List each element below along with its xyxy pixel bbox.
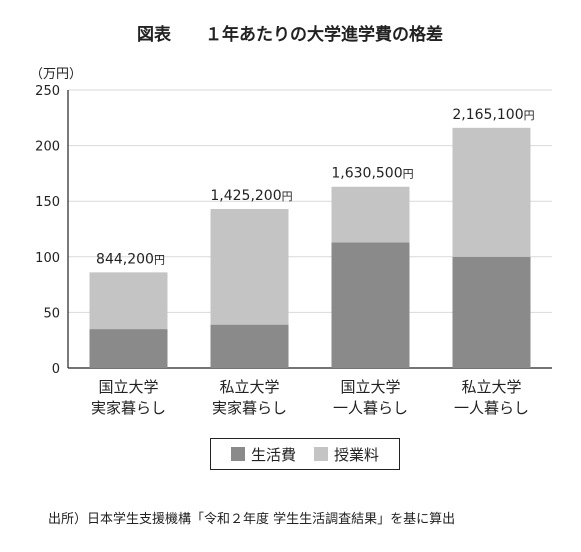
bar-segment-living — [331, 242, 410, 368]
total-label: 2,165,100円 — [452, 107, 534, 123]
bar-segment-tuition — [89, 272, 168, 330]
legend: 生活費 授業料 — [210, 438, 400, 470]
y-tick-label: 250 — [35, 84, 60, 99]
y-tick-label: 150 — [35, 195, 60, 210]
category-label: 国立大学 — [340, 378, 400, 396]
y-tick-label: 0 — [52, 362, 60, 377]
category-label: 私立大学 — [461, 378, 521, 396]
legend-label-living: 生活費 — [250, 445, 296, 464]
bar-segment-living — [452, 256, 531, 368]
source-note: 出所）日本学生支援機構「令和２年度 学生生活調査結果」を基に算出 — [48, 512, 456, 527]
legend-label-tuition: 授業料 — [334, 445, 380, 464]
category-label: 実家暮らし — [91, 399, 166, 417]
bar-segment-living — [89, 329, 168, 368]
y-unit-label: （万円） — [30, 67, 82, 82]
y-tick-label: 200 — [35, 140, 60, 155]
category-label: 国立大学 — [98, 378, 158, 396]
total-label: 844,200円 — [96, 251, 165, 267]
category-label: 私立大学 — [219, 378, 279, 396]
chart: 図表 １年あたりの大学進学費の格差 （万円） 0 50 100 150 200 250 8… — [30, 24, 552, 417]
total-label: 1,630,500円 — [331, 166, 413, 182]
bar-segment-tuition — [452, 127, 531, 257]
bar-segment-living — [210, 324, 289, 368]
total-label: 1,425,200円 — [210, 188, 292, 204]
bar-segment-tuition — [210, 208, 289, 325]
legend-item-living: 生活費 — [230, 444, 296, 465]
legend-swatch-living — [230, 447, 245, 461]
category-label: 一人暮らし — [333, 399, 408, 417]
bars — [89, 127, 531, 368]
legend-item-tuition: 授業料 — [314, 444, 379, 465]
y-tick-label: 100 — [35, 251, 60, 266]
legend-swatch-tuition — [314, 447, 328, 461]
total-labels: 844,200円 1,425,200円 1,630,500円 2,165,100円 — [96, 107, 535, 268]
bar-segment-tuition — [331, 186, 410, 243]
y-tick-label: 50 — [43, 306, 60, 321]
category-label: 実家暮らし — [212, 399, 287, 417]
y-axis-ticks: 0 50 100 150 200 250 — [35, 84, 60, 377]
category-label: 一人暮らし — [454, 399, 529, 417]
chart-title: 図表 １年あたりの大学進学費の格差 — [137, 24, 443, 45]
